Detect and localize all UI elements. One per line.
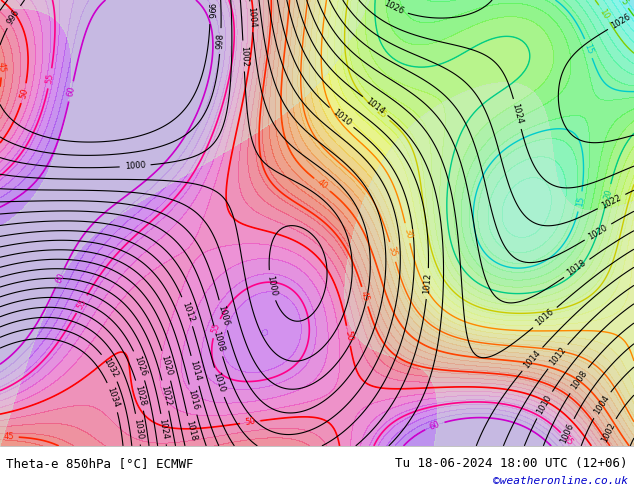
Text: 1010: 1010	[330, 107, 353, 128]
Text: 55: 55	[561, 433, 574, 447]
Text: 45: 45	[359, 290, 371, 303]
Text: Theta-e 850hPa [°C] ECMWF: Theta-e 850hPa [°C] ECMWF	[6, 457, 194, 470]
Text: 15: 15	[575, 196, 586, 207]
Text: 998: 998	[216, 33, 226, 49]
Text: 1004: 1004	[592, 393, 611, 416]
Text: 1032: 1032	[101, 356, 119, 379]
Text: 35: 35	[387, 245, 398, 258]
Text: 1008: 1008	[211, 330, 226, 353]
Text: 1004: 1004	[246, 6, 257, 27]
Text: 1006: 1006	[559, 421, 576, 444]
Text: 1012: 1012	[548, 345, 568, 368]
Text: 45: 45	[3, 432, 14, 441]
Text: ©weatheronline.co.uk: ©weatheronline.co.uk	[493, 476, 628, 486]
Text: 1016: 1016	[534, 307, 556, 328]
Text: 20: 20	[602, 188, 614, 200]
Text: 25: 25	[375, 107, 389, 121]
Text: 1014: 1014	[188, 360, 202, 382]
Text: 1008: 1008	[569, 369, 589, 392]
Text: 1000: 1000	[265, 274, 278, 296]
Text: 30: 30	[402, 227, 413, 240]
Text: 60: 60	[53, 271, 66, 285]
Text: 1018: 1018	[184, 419, 198, 442]
Text: 1020: 1020	[586, 223, 609, 241]
Text: 40: 40	[315, 178, 329, 192]
Text: Tu 18-06-2024 18:00 UTC (12+06): Tu 18-06-2024 18:00 UTC (12+06)	[395, 457, 628, 470]
Text: 50: 50	[18, 87, 29, 99]
Text: 1034: 1034	[105, 386, 120, 409]
Text: 1024: 1024	[510, 103, 524, 125]
Text: 1002: 1002	[238, 45, 249, 67]
Text: 1022: 1022	[158, 384, 172, 407]
Text: 1010: 1010	[212, 371, 226, 394]
Text: 1022: 1022	[600, 193, 623, 210]
Text: 996: 996	[6, 8, 22, 26]
Text: 1020: 1020	[159, 354, 174, 377]
Text: 50: 50	[343, 330, 354, 342]
Text: 1000: 1000	[124, 161, 146, 171]
Text: 60: 60	[428, 419, 441, 432]
Text: 1016: 1016	[186, 388, 200, 411]
Text: 5: 5	[619, 0, 629, 6]
Text: 1026: 1026	[610, 12, 633, 31]
Text: 996: 996	[205, 3, 215, 19]
Text: 1014: 1014	[522, 348, 543, 370]
Text: 1010: 1010	[535, 393, 553, 416]
Text: 50: 50	[244, 417, 256, 427]
Text: 55: 55	[44, 73, 55, 84]
Text: 60: 60	[65, 85, 77, 98]
Text: 1024: 1024	[157, 418, 170, 440]
Text: 1018: 1018	[566, 259, 588, 278]
Text: 1030: 1030	[132, 418, 145, 440]
Text: 55: 55	[210, 322, 222, 335]
Text: 1012: 1012	[422, 273, 433, 294]
Text: 1026: 1026	[132, 354, 148, 377]
Text: 1028: 1028	[133, 384, 147, 407]
Text: 1026: 1026	[382, 0, 405, 16]
Text: 15: 15	[583, 42, 595, 55]
Text: 55: 55	[75, 297, 88, 311]
Text: 10: 10	[598, 7, 611, 21]
Text: 1012: 1012	[180, 300, 195, 323]
Text: 45: 45	[0, 62, 6, 73]
Text: 1006: 1006	[216, 304, 230, 327]
Text: 1014: 1014	[364, 96, 386, 116]
Text: 1002: 1002	[600, 421, 617, 444]
